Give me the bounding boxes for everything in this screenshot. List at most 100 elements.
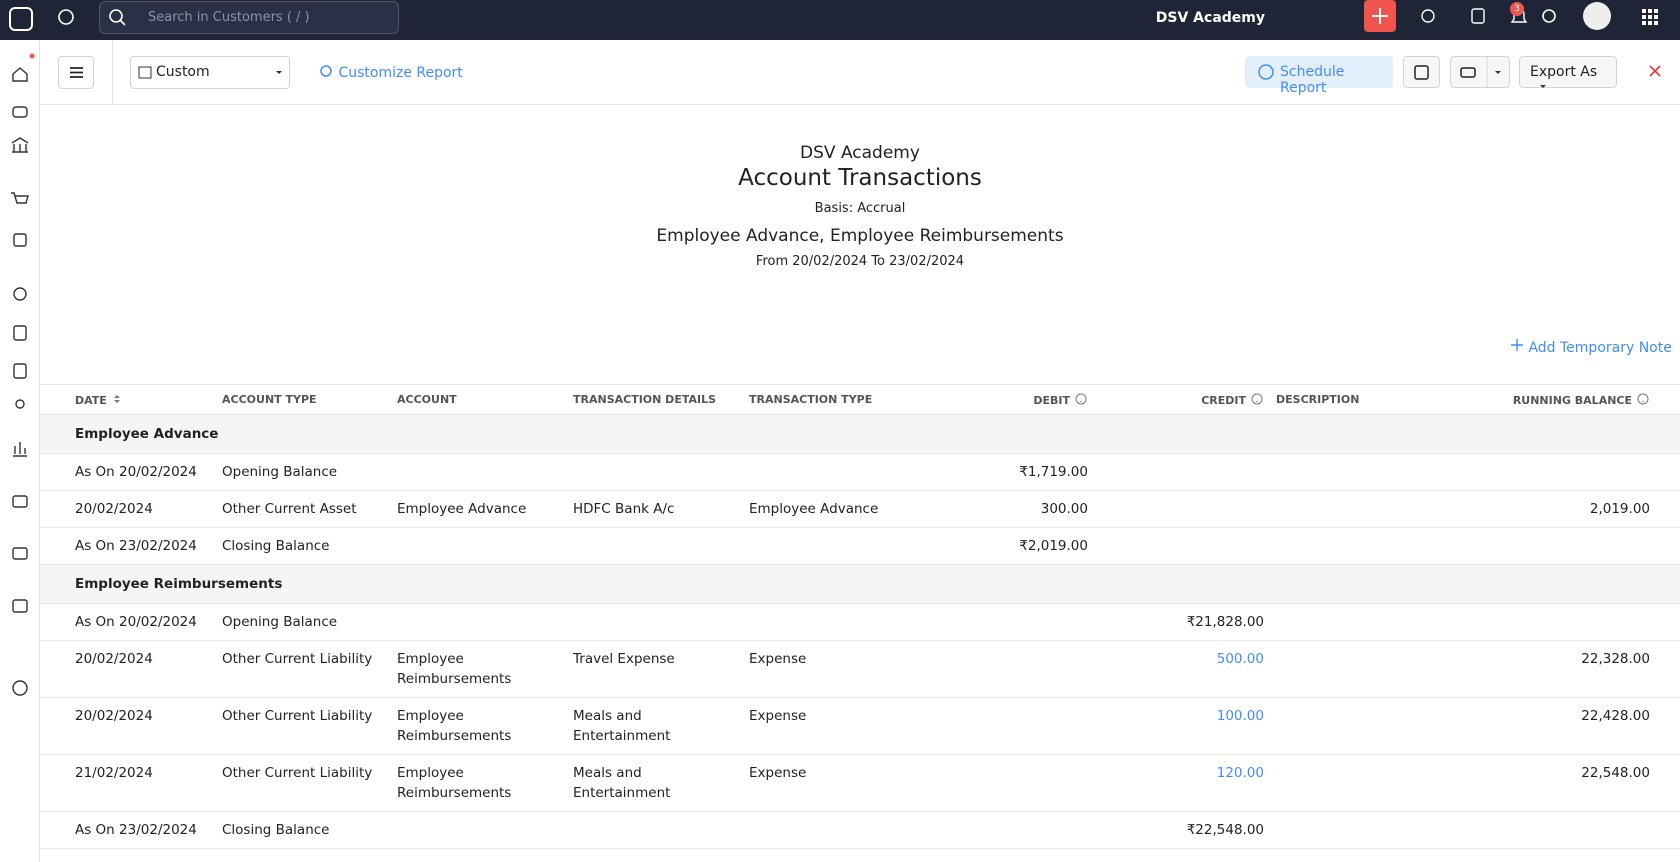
report-header: DSV Academy Account Transactions Basis: … [40,105,1680,269]
cell [749,603,950,641]
cell[interactable]: 500.00 [1100,640,1276,698]
tasks-icon[interactable] [1471,8,1485,24]
report-range: From 20/02/2024 To 23/02/2024 [755,254,965,269]
reports-icon[interactable] [13,442,27,457]
recent-icon[interactable] [54,0,84,40]
cell: 20/02/2024 [40,640,222,698]
cell: 20/02/2024 [40,697,222,755]
banking-icon[interactable] [11,137,29,153]
settings-icon[interactable] [1542,9,1556,23]
share-icon [1414,65,1429,80]
period-icons [138,66,282,79]
column-header[interactable]: DATE [40,384,222,415]
cell [1276,811,1500,849]
users-icon[interactable] [1421,9,1435,23]
export-button[interactable]: Export As [1519,56,1617,88]
transaction-row: As On 23/02/2024 Closing Balance ₹22,548.0… [40,811,1680,849]
employee-icon[interactable] [15,399,25,409]
cell [1276,603,1500,641]
cell: 2,019.00 [1500,490,1680,528]
print-button[interactable] [1450,56,1510,88]
column-header: ACCOUNT [397,384,573,415]
quick-create[interactable] [1364,0,1396,32]
help-icon[interactable] [1074,393,1088,405]
logo[interactable] [4,0,44,40]
cell [1276,527,1500,565]
period-select[interactable]: Custom [130,56,290,89]
cell [950,754,1100,812]
cell: Travel Expense [573,640,749,698]
sort-icon[interactable] [111,393,125,405]
sidebar [0,40,40,862]
column-label: DEBIT [1033,393,1070,407]
add-temporary-note[interactable]: Add Temporary Note [1510,338,1672,356]
transaction-row: As On 20/02/2024 Opening Balance ₹1,719.00 [40,453,1680,491]
customize-report[interactable]: Customize Report [318,63,463,81]
help-icon[interactable] [1250,393,1264,405]
table-body: Employee Advance As On 20/02/2024 Opening … [40,414,1680,849]
note-label: Add Temporary Note [1528,340,1672,356]
accountant-icon[interactable] [13,363,27,379]
cell: Employee Advance [749,490,950,528]
cell: ₹21,828.00 [1100,603,1276,641]
column-header: ACCOUNT TYPE [222,384,397,415]
cell [397,603,573,641]
cell: 22,428.00 [1500,697,1680,755]
sales-icon[interactable] [11,192,29,204]
cell: HDFC Bank A/c [573,490,749,528]
close-report[interactable] [1646,62,1666,82]
cell: As On 20/02/2024 [40,603,222,641]
apps-icon[interactable] [12,599,28,613]
cell [1500,453,1680,491]
schedule-report[interactable]: Schedule Report [1245,56,1393,96]
group-row: Employee Advance [40,414,1680,454]
cell: Employee Reimbursements [397,754,573,812]
cell: 300.00 [950,490,1100,528]
cards-icon[interactable] [12,547,28,560]
menu-button[interactable] [58,56,94,89]
avatar[interactable] [1583,2,1611,30]
cell: ₹2,019.00 [950,527,1100,565]
search-icon [109,9,126,26]
time-icon[interactable] [13,287,27,301]
share-button[interactable] [1403,56,1440,88]
apps-icon[interactable] [1642,9,1658,25]
cell: Meals and Entertainment [573,697,749,755]
documents-icon[interactable] [12,495,28,508]
sidebar-icons [11,53,35,696]
transaction-row: As On 20/02/2024 Opening Balance ₹21,828.0… [40,603,1680,641]
column-label: ACCOUNT TYPE [222,393,317,406]
cell [1100,490,1276,528]
caret [1540,85,1546,88]
cell: As On 23/02/2024 [40,527,222,565]
column-label: DESCRIPTION [1276,393,1360,406]
cell [1276,453,1500,491]
column-label: TRANSACTION DETAILS [573,393,717,406]
cell: ₹22,548.00 [1100,811,1276,849]
column-header: DEBIT [950,384,1100,415]
items-icon[interactable] [12,106,28,118]
schedule-label: Schedule Report [1280,64,1345,96]
cell[interactable]: 100.00 [1100,697,1276,755]
help-icon[interactable] [1636,393,1650,405]
period-label: Custom [156,64,210,80]
cell: ₹1,719.00 [950,453,1100,491]
more-icon[interactable] [12,680,28,696]
cell [573,527,749,565]
cell [397,453,573,491]
column-header: DESCRIPTION [1276,384,1500,415]
home-icon[interactable] [12,67,28,82]
report-accounts: Employee Advance, Employee Reimbursement… [656,226,1064,246]
purchases-icon[interactable] [13,233,27,247]
organization-switcher[interactable]: DSV Academy [1155,10,1265,26]
transaction-row: 20/02/2024 Other Current Liability Employe… [40,640,1680,698]
transaction-row: 20/02/2024 Other Current Liability Employe… [40,697,1680,755]
cell: Other Current Liability [222,697,397,755]
cell[interactable]: 120.00 [1100,754,1276,812]
search-box[interactable]: Search in Customers ( / ) [99,1,399,34]
cell: Expense [749,697,950,755]
header-row: DATE ACCOUNT TYPE ACCOUNT TRANSACTION DETAI… [40,384,1680,415]
transaction-row: As On 23/02/2024 Closing Balance ₹2,019.00 [40,527,1680,565]
pos-icon[interactable] [13,325,27,341]
